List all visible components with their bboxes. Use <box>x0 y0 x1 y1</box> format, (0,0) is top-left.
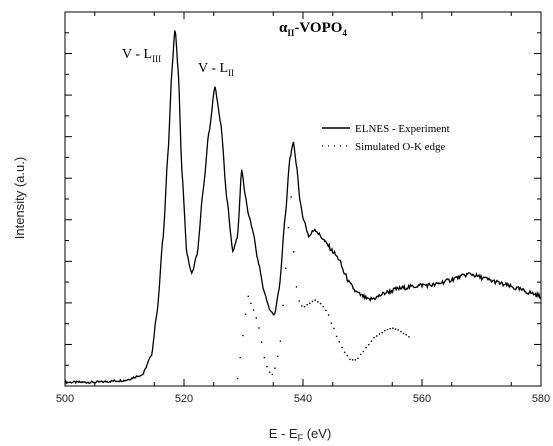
plot-area <box>64 11 542 387</box>
series-simulated-point <box>284 267 287 269</box>
series-simulated-point <box>378 333 381 335</box>
series-simulated-point <box>236 377 239 380</box>
x-axis-label: E - EF (eV) <box>269 426 332 443</box>
series-simulated-point <box>373 336 375 339</box>
series-simulated-point <box>354 359 357 361</box>
series-simulated-point <box>303 305 306 308</box>
series-simulated-point <box>389 327 391 330</box>
x-tick-label: 560 <box>413 393 431 405</box>
series-simulated-point <box>327 314 330 316</box>
series-simulated-point <box>351 359 354 361</box>
series-simulated-point <box>292 251 295 253</box>
legend-label-experiment: ELNES - Experiment <box>355 123 450 135</box>
series-simulated-point <box>365 346 367 349</box>
series-simulated-point <box>306 303 308 306</box>
series-simulated-point <box>381 331 383 334</box>
series-simulated-point <box>408 336 410 338</box>
series-simulated-point <box>314 299 317 301</box>
plot-frame <box>64 11 542 387</box>
series-simulated-point <box>239 356 242 359</box>
series-simulated-point <box>341 346 343 349</box>
legend: ELNES - Experiment Simulated O-K edge <box>322 123 450 153</box>
series-simulated-point <box>359 353 362 356</box>
x-tick-label: 520 <box>175 393 193 405</box>
series-simulated-point <box>311 300 314 303</box>
series-simulated-point <box>268 371 271 373</box>
series-experiment-line <box>64 30 541 385</box>
series-simulated-point <box>244 313 247 315</box>
series-simulated-point <box>319 302 322 305</box>
series-simulated-point <box>260 341 263 343</box>
series-simulated-point <box>247 295 250 298</box>
series-simulated-point <box>258 327 260 329</box>
series-simulated-point <box>279 340 282 342</box>
series-simulated-point <box>400 330 402 333</box>
series-simulated-point <box>384 329 386 332</box>
series-simulated-point <box>255 317 258 319</box>
series-simulated-point <box>301 305 303 307</box>
series-simulated-point <box>367 343 370 346</box>
series-simulated-point <box>330 322 333 324</box>
series-simulated-point <box>282 304 284 307</box>
series-simulated-point <box>357 357 359 360</box>
series-simulated-point <box>309 302 311 305</box>
series-simulated-point <box>402 332 405 335</box>
series-simulated-point <box>290 196 292 198</box>
series-simulated-point <box>362 350 365 353</box>
x-tick-label: 580 <box>532 393 550 405</box>
annotation-v-l3: V - LIII <box>122 47 161 64</box>
series-simulated-point <box>252 309 255 311</box>
series-simulated-point <box>333 327 335 330</box>
series-lines <box>64 30 541 385</box>
series-simulated-point <box>338 341 341 343</box>
x-tick-label: 500 <box>56 393 74 405</box>
series-simulated-point <box>346 354 349 357</box>
series-simulated-point <box>298 300 300 302</box>
annotation-v-l2: V - LII <box>198 61 234 78</box>
series-simulated-point <box>242 334 244 337</box>
x-tick-label: 540 <box>294 393 312 405</box>
chart-title: αII-VOPO4 <box>279 20 347 38</box>
series-simulated-point <box>271 373 274 376</box>
series-simulated-point <box>386 328 389 331</box>
series-simulated-point <box>392 327 394 329</box>
series-simulated-point <box>276 355 279 358</box>
series-simulated-point <box>317 301 319 303</box>
series-simulated-point <box>266 365 268 368</box>
series-simulated-point <box>322 305 325 308</box>
series-simulated-point <box>295 286 298 288</box>
y-axis-label: Intensity (a.u.) <box>12 157 27 239</box>
series-simulated-point <box>287 226 290 229</box>
series-simulated-point <box>349 358 351 361</box>
series-simulated-point <box>250 302 252 305</box>
series-simulated-point <box>405 334 408 336</box>
axis-ticks: 500 520 540 560 580 <box>56 12 550 405</box>
legend-label-simulated: Simulated O-K edge <box>355 141 446 153</box>
series-simulated-point <box>325 309 327 312</box>
series-simulated-point <box>397 329 400 331</box>
series-simulated-point <box>335 335 338 338</box>
series-simulated-point <box>370 340 373 342</box>
series-simulated-point <box>274 367 276 370</box>
series-simulated-point <box>263 356 266 359</box>
series-simulated-point <box>394 328 397 330</box>
series-simulated-point <box>375 335 378 337</box>
series-simulated-point <box>343 351 346 354</box>
